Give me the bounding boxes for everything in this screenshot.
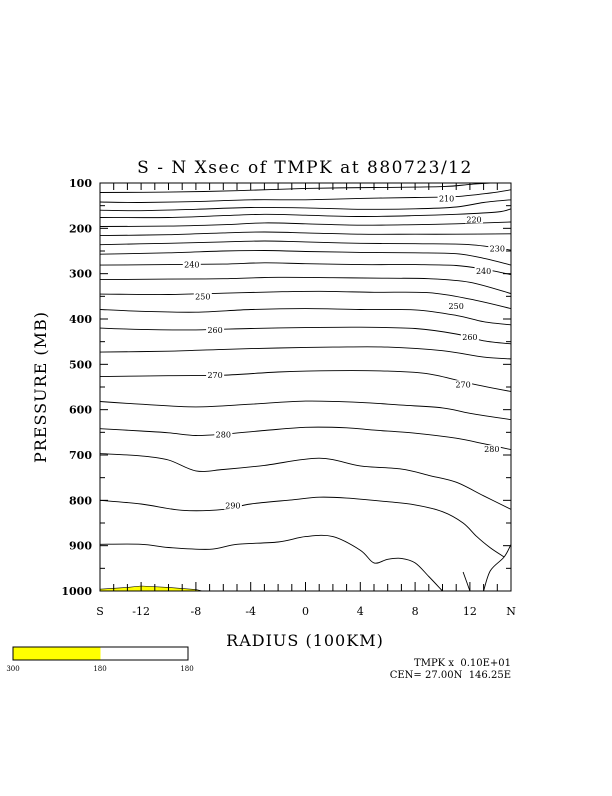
contour-label-bg: [465, 215, 483, 224]
contour-line: [99, 189, 512, 203]
colorbar-label: 180: [93, 665, 106, 673]
contour-label: 260: [207, 326, 222, 335]
contour-label-bg: [460, 333, 479, 342]
contour-line: [483, 544, 512, 592]
tick-layer: 100 200 300 400 500 600 700 800 900 1000 S -12 -8 -4 0…: [61, 177, 516, 618]
contour-line: [99, 199, 512, 212]
contour-label-bg: [193, 292, 212, 301]
y-tick-label: 800: [69, 494, 92, 507]
contour-line: [99, 208, 512, 219]
contour-label: 210: [439, 194, 454, 203]
contour-label-bg: [223, 501, 242, 510]
contour-line: [99, 240, 512, 251]
contour-line: [99, 308, 512, 326]
contour-label: 280: [216, 431, 231, 440]
contour-line: [99, 221, 512, 227]
chart-title: S - N Xsec of TMPK at 880723/12: [137, 158, 473, 178]
x-tick-label: -12: [132, 605, 150, 618]
x-tick-label: 4: [357, 605, 364, 618]
contour-label: 290: [225, 501, 240, 510]
contour-line: [99, 496, 505, 558]
contour-line: [99, 182, 491, 193]
y-tick-label: 100: [69, 177, 92, 190]
x-tick-label: 12: [463, 605, 477, 618]
contour-line: [99, 262, 512, 276]
footer-scale-text: TMPK x 0.10E+01: [414, 658, 511, 669]
contour-label: 270: [455, 380, 470, 389]
contour-label-bg: [482, 445, 501, 454]
shaded-region: [99, 585, 203, 592]
contour-label-bg: [437, 194, 456, 203]
shaded-region-layer: [99, 585, 203, 592]
colorbar-fill: [13, 647, 101, 660]
contour-line: [99, 400, 512, 421]
contour-line: [99, 534, 443, 592]
contour-line: [99, 231, 512, 237]
contour-line: [99, 276, 512, 295]
contour-label-bg: [182, 260, 201, 269]
contour-line: [462, 571, 471, 592]
contour-label-bg: [488, 244, 507, 253]
y-tick-label: 700: [69, 449, 92, 462]
contour-label-bg: [206, 371, 225, 380]
contour-label-bg: [454, 380, 473, 389]
y-tick-label: 400: [69, 313, 92, 326]
x-tick-label: 8: [412, 605, 419, 618]
y-tick-label: 600: [69, 404, 92, 417]
x-tick-label: -8: [191, 605, 202, 618]
contour-label-layer: 210 220 230 240 240 250 250 260 260 270 270 280 280 2…: [182, 194, 507, 510]
y-tick-label: 900: [69, 540, 92, 553]
contour-label: 240: [476, 267, 491, 276]
contour-line: [99, 290, 512, 310]
contour-label-bg: [447, 301, 466, 310]
x-tick-label: -4: [245, 605, 256, 618]
colorbar-label: 300: [6, 665, 19, 673]
contour-label: 250: [449, 302, 464, 311]
y-tick-label: 1000: [61, 585, 92, 598]
x-tick-label-start: S: [96, 605, 104, 618]
x-tick-label: 0: [302, 605, 309, 618]
footer-center-text: CEN= 27.00N 146.25E: [390, 670, 511, 681]
y-tick-label: 300: [69, 268, 92, 281]
contour-line: [99, 250, 512, 266]
colorbar-frame: [12, 646, 189, 661]
contour-label: 230: [490, 244, 505, 253]
contour-label: 250: [195, 292, 210, 301]
y-tick-label: 200: [69, 222, 92, 235]
contour-label: 260: [462, 333, 477, 342]
contour-label-bg: [206, 325, 225, 334]
contour-label: 220: [466, 215, 481, 224]
contour-label: 240: [184, 261, 199, 270]
x-tick-label-end: N: [506, 605, 516, 618]
contour-line: [99, 426, 512, 451]
colorbar: 300 180 180: [6, 646, 194, 673]
colorbar-label: 180: [180, 665, 193, 673]
contour-line: [99, 453, 512, 510]
contour-label-bg: [474, 266, 493, 275]
contour-line: [99, 326, 512, 345]
contour-line: [99, 346, 512, 360]
x-axis-label: RADIUS (100KM): [226, 631, 384, 650]
contour-line: [99, 370, 512, 392]
contour-label: 270: [207, 371, 222, 380]
contour-label-bg: [214, 430, 233, 439]
y-axis-label: PRESSURE (MB): [31, 311, 50, 463]
contour-label: 280: [484, 445, 499, 454]
y-tick-label: 500: [69, 358, 92, 371]
contour-layer: [99, 182, 512, 592]
